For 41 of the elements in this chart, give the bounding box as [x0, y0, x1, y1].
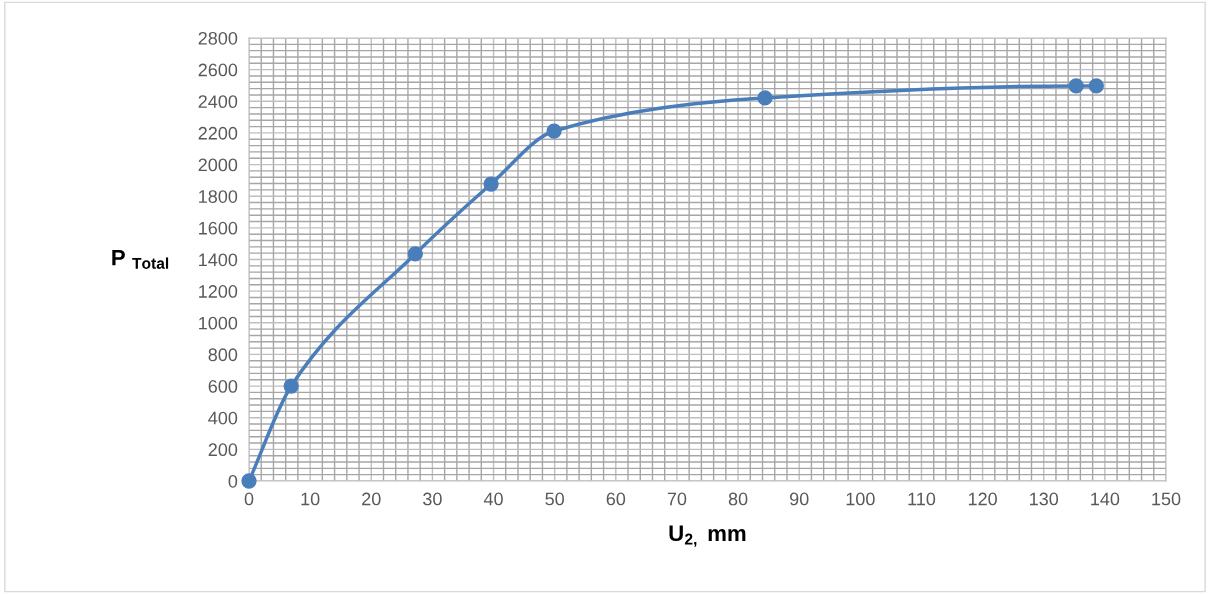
y-tick-label: 1000	[199, 316, 238, 330]
y-tick-label: 2800	[198, 31, 238, 45]
x-axis-title: U$_{2,}$ mm	[669, 525, 746, 547]
x-tick-label: 80	[728, 492, 748, 506]
point	[407, 246, 423, 262]
x-tick-label: 100	[846, 492, 875, 506]
y-tick-label: 2000	[198, 158, 238, 172]
x-tick-label: 20	[362, 492, 381, 506]
point	[283, 378, 299, 394]
y-tick-label: 2200	[198, 126, 238, 140]
x-tick-label: 30	[423, 492, 442, 506]
point	[1088, 78, 1104, 94]
y-tick-label: 1800	[199, 190, 238, 203]
y-axis-title: P $_{Total}$	[112, 249, 169, 269]
point	[1068, 78, 1084, 94]
point	[483, 176, 499, 192]
y-tick-label: 2400	[198, 95, 238, 109]
y-tick-label: 1600	[199, 221, 238, 235]
x-tick-label: 40	[483, 492, 503, 506]
x-tick-label: 60	[606, 492, 626, 506]
y-tick-label: 400	[208, 411, 238, 425]
y-tick-label: 1400	[199, 253, 238, 267]
y-tick-label: 800	[208, 348, 238, 362]
y-tick-label: 1200	[199, 285, 238, 298]
x-tick-label: 140	[1091, 492, 1120, 506]
x-tick-label: 120	[968, 492, 997, 506]
x-tick-label: 50	[545, 492, 564, 506]
y-tick-label: 600	[208, 380, 238, 393]
point	[757, 90, 773, 106]
x-tick-label: 150	[1152, 492, 1181, 506]
point	[546, 123, 562, 139]
x-tick-label: 70	[667, 492, 687, 506]
x-tick-label: 10	[301, 492, 320, 506]
y-tick-label: 2600	[198, 63, 238, 77]
y-tick-label: 200	[208, 443, 238, 457]
x-tick-label: 0	[244, 492, 254, 506]
point	[241, 473, 257, 489]
y-tick-label: 0	[228, 474, 238, 488]
x-tick-label: 110	[908, 492, 936, 506]
x-tick-label: 90	[790, 492, 809, 506]
x-tick-label: 130	[1030, 492, 1059, 506]
